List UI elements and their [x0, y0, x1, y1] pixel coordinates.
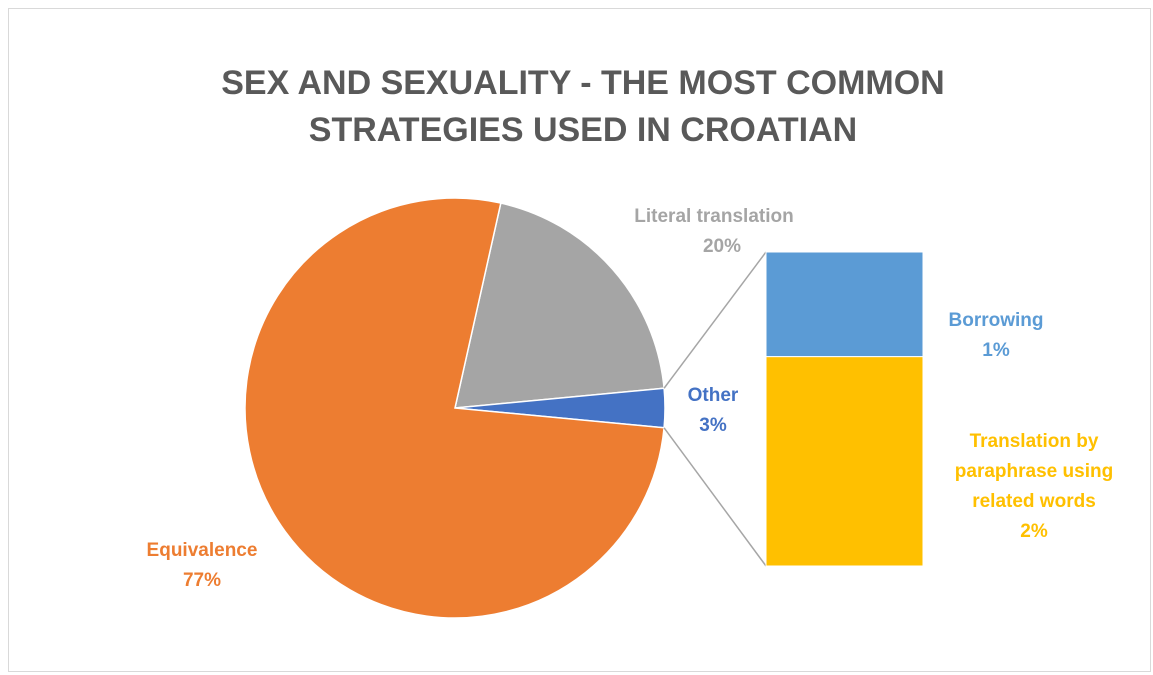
connector-line-bottom	[663, 427, 767, 567]
pie-slice-equivalence	[244, 197, 665, 619]
breakdown-bar	[765, 251, 924, 567]
label-paraphrase-line-1: Translation by	[970, 431, 1099, 452]
chart-title-line-1: SEX AND SEXUALITY - THE MOST COMMON	[221, 64, 944, 102]
label-borrowing-pct: 1%	[982, 340, 1010, 361]
label-paraphrase-line-3: related words	[972, 491, 1096, 512]
label-other-name: Other	[688, 385, 739, 406]
bar-segment-paraphrase	[765, 356, 924, 567]
bar-segment-borrowing	[765, 251, 924, 358]
label-paraphrase-line-2: paraphrase using	[955, 461, 1113, 482]
label-equivalence-name: Equivalence	[147, 540, 258, 561]
label-literal-translation-name: Literal translation	[634, 206, 793, 227]
label-equivalence-pct: 77%	[183, 570, 221, 591]
label-borrowing-name: Borrowing	[949, 310, 1044, 331]
pie	[244, 197, 666, 619]
chart-title-line-2: STRATEGIES USED IN CROATIAN	[309, 111, 857, 149]
connector-line-top	[663, 251, 767, 389]
connector-lines	[663, 251, 767, 567]
label-paraphrase-pct: 2%	[1020, 521, 1048, 542]
label-other-pct: 3%	[699, 415, 727, 436]
pie-slice-literal-translation	[454, 202, 665, 409]
label-literal-translation-pct: 20%	[703, 236, 741, 257]
